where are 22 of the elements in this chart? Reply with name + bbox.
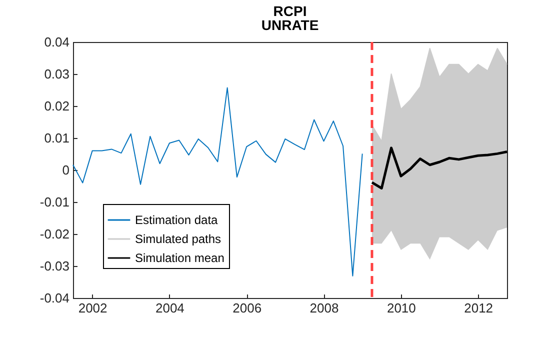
x-tick-label: 2010 xyxy=(386,300,416,316)
y-tick-label: 0 xyxy=(62,162,70,178)
y-tick-label: -0.02 xyxy=(40,226,70,242)
x-tick-label: 2008 xyxy=(310,300,339,316)
y-tick-label: -0.01 xyxy=(40,194,70,210)
x-tick-label: 2012 xyxy=(464,300,494,316)
chart-subtitle: UNRATE xyxy=(261,17,319,33)
y-tick-label: 0.04 xyxy=(44,34,70,50)
x-tick-label: 2004 xyxy=(155,300,184,316)
y-tick-label: 0.03 xyxy=(44,66,70,82)
y-tick-label: -0.03 xyxy=(40,258,70,274)
legend-label: Estimation data xyxy=(135,213,218,227)
x-tick-label: 2002 xyxy=(78,300,108,316)
y-tick-label: 0.02 xyxy=(44,98,70,114)
line-series xyxy=(370,146,508,190)
chart-title: RCPI xyxy=(273,3,307,19)
legend-label: Simulation mean xyxy=(135,251,224,265)
line-series xyxy=(72,87,363,276)
legend-label: Simulated paths xyxy=(135,232,222,246)
y-tick-label: -0.04 xyxy=(40,290,70,306)
y-tick-label: 0.01 xyxy=(44,130,70,146)
x-tick-label: 2006 xyxy=(232,300,262,316)
